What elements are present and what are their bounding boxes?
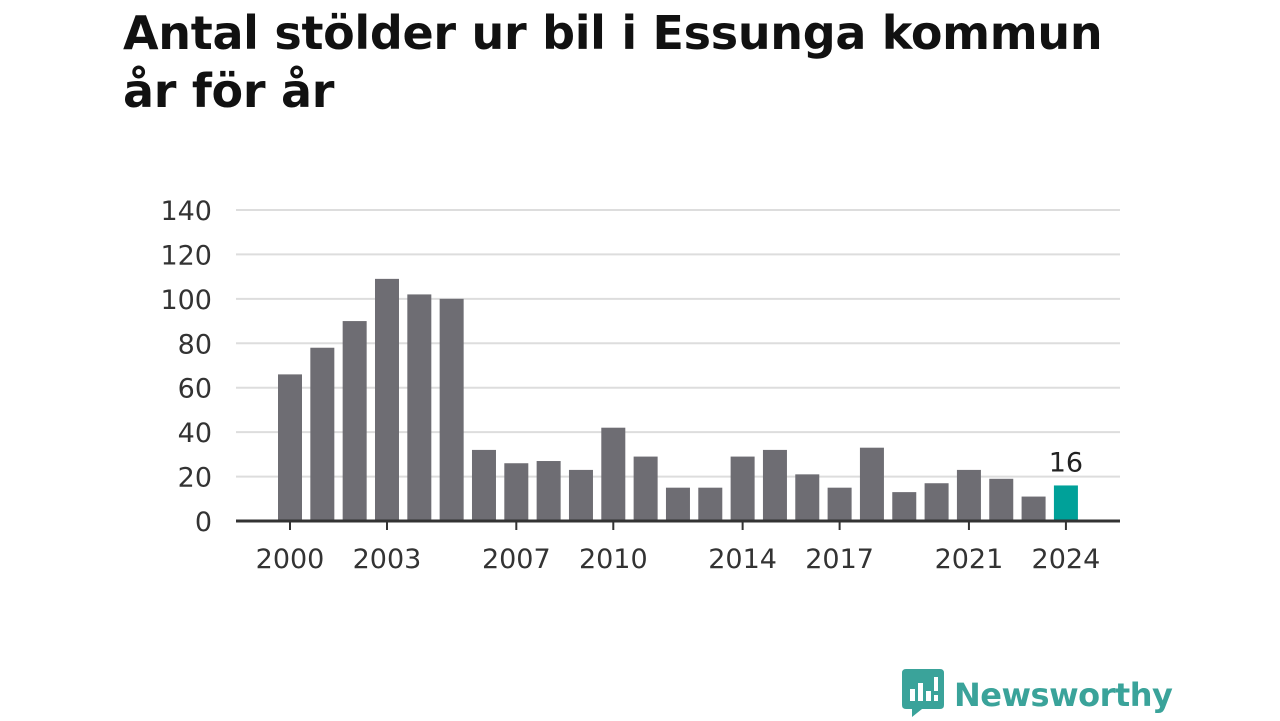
bar-2000	[278, 374, 302, 521]
x-tick-label: 2007	[482, 544, 551, 575]
bar-2015	[762, 449, 787, 521]
y-tick-label: 20	[178, 463, 212, 494]
y-tick-label: 100	[160, 285, 212, 316]
labels: 0 20 40 60 80 100 120 140 16 2000 2003 2007 2010 2014…	[160, 196, 1100, 575]
bar-2023	[1021, 496, 1046, 521]
bar-2005	[439, 298, 464, 521]
bar-2017	[827, 487, 852, 521]
y-tick-label: 80	[178, 329, 212, 360]
chat-bubble-chart-icon	[902, 669, 944, 721]
page-title: Antal stölder ur bil i Essunga kommun år…	[123, 6, 1103, 118]
bar-2019	[892, 492, 917, 521]
x-tick-label: 2014	[708, 544, 777, 575]
x-tick-label: 2000	[256, 544, 325, 575]
x-tick-label: 2003	[353, 544, 422, 575]
bar-2002	[342, 321, 367, 521]
y-tick-label: 60	[178, 374, 212, 405]
bar-2004	[407, 294, 432, 521]
y-tick-label: 140	[160, 196, 212, 227]
bar-2016	[795, 474, 820, 521]
bar-2020	[924, 483, 949, 521]
bar-2018	[859, 447, 884, 521]
x-tick-label: 2017	[805, 544, 874, 575]
brand-name: Newsworthy	[954, 676, 1173, 714]
bar-2001	[310, 347, 335, 521]
bars	[278, 278, 1078, 521]
brand-logo: Newsworthy	[902, 669, 1173, 721]
bar-2021	[956, 469, 981, 521]
bar-2009	[568, 469, 593, 521]
y-tick-label: 0	[195, 507, 212, 538]
bar-2011	[633, 456, 658, 521]
bar-2022	[989, 478, 1014, 521]
bar-2012	[665, 487, 690, 521]
y-tick-label: 120	[160, 240, 212, 271]
bar-2008	[536, 461, 561, 521]
bar-2006	[471, 449, 496, 521]
x-tick-label: 2024	[1032, 544, 1101, 575]
x-tick-label: 2021	[935, 544, 1004, 575]
bar-2003	[374, 278, 399, 521]
data-label: 16	[1049, 447, 1083, 478]
y-tick-label: 40	[178, 418, 212, 449]
gridlines	[236, 209, 1120, 478]
bar-2014	[730, 456, 755, 521]
bar-2007	[504, 463, 529, 521]
bar-2010	[601, 427, 626, 521]
bar-2024	[1053, 485, 1078, 521]
x-tick-label: 2010	[579, 544, 648, 575]
axes	[236, 519, 1120, 530]
bar-2013	[698, 487, 723, 521]
